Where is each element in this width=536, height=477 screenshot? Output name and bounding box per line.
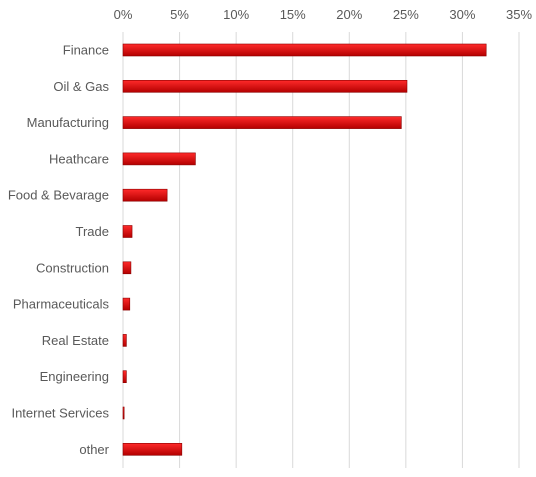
bar (122, 297, 131, 311)
bar (122, 225, 133, 238)
x-tick-label: 25% (393, 7, 419, 22)
category-label: Real Estate (42, 333, 109, 348)
x-axis-tick-labels: 0% 5% 10% 15% 20% 25% 30% 35% (114, 7, 533, 22)
category-label: Heathcare (49, 151, 109, 166)
category-label: Internet Services (11, 406, 109, 421)
bar (122, 80, 408, 93)
gridlines (122, 32, 520, 468)
bar (122, 406, 125, 420)
x-tick-label: 20% (336, 7, 362, 22)
bar (122, 442, 183, 456)
category-label: Trade (76, 224, 109, 239)
category-label: Manufacturing (27, 115, 109, 130)
x-tick-label: 0% (114, 7, 133, 22)
x-tick-label: 10% (223, 7, 249, 22)
x-tick-label: 15% (280, 7, 306, 22)
x-tick-label: 5% (170, 7, 189, 22)
bar (122, 152, 196, 166)
bar (122, 334, 127, 347)
category-label: Construction (36, 260, 109, 275)
bars (122, 43, 487, 456)
category-label: Pharmaceuticals (13, 297, 110, 312)
category-label: Finance (63, 43, 109, 58)
x-tick-label: 30% (449, 7, 475, 22)
x-tick-label: 35% (506, 7, 532, 22)
bar (122, 188, 168, 202)
category-label: Oil & Gas (53, 79, 109, 94)
bar (122, 370, 127, 384)
category-labels: Finance Oil & Gas Manufacturing Heathcare Fo… (8, 43, 110, 457)
category-label: Engineering (40, 369, 109, 384)
bar (122, 43, 487, 57)
category-label: Food & Bevarage (8, 188, 109, 203)
bar (122, 261, 132, 275)
category-label: other (79, 442, 109, 457)
bar (122, 116, 402, 129)
